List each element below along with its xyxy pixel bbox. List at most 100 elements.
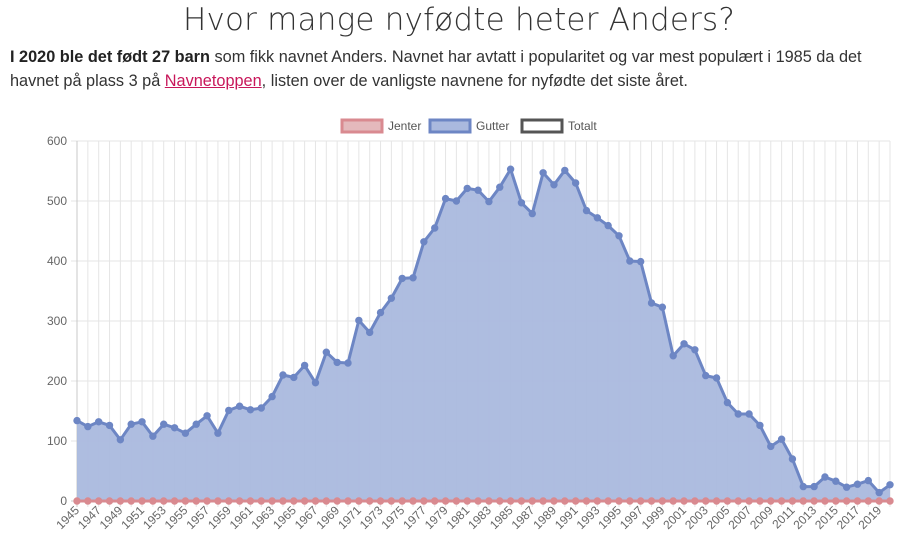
chart-areas — [76, 167, 891, 503]
point-gutter — [463, 184, 471, 193]
point-gutter — [615, 232, 623, 240]
point-jenter — [94, 497, 103, 505]
x-tick-label: 1989 — [530, 503, 559, 532]
point-jenter — [702, 497, 710, 505]
point-gutter — [702, 371, 710, 380]
point-jenter — [116, 497, 125, 505]
point-gutter — [73, 416, 81, 425]
point-jenter — [561, 497, 569, 505]
x-tick-label: 2019 — [855, 503, 884, 532]
point-jenter — [712, 497, 721, 505]
point-jenter — [452, 497, 461, 505]
point-gutter — [788, 455, 797, 463]
point-gutter — [127, 420, 135, 428]
point-jenter — [235, 497, 244, 505]
intro-text-1: som fikk navnet Anders. Navnet har avtat… — [10, 48, 862, 90]
point-gutter — [409, 274, 417, 282]
x-tick-label: 1983 — [465, 503, 494, 532]
point-gutter — [539, 169, 547, 177]
point-gutter — [550, 181, 558, 189]
point-jenter — [355, 497, 363, 505]
point-jenter — [127, 497, 135, 505]
line-gutter — [76, 167, 891, 495]
x-tick-label: 1993 — [574, 503, 603, 532]
x-tick-label: 1985 — [487, 503, 516, 532]
x-tick-label: 1945 — [53, 503, 82, 532]
point-gutter — [344, 359, 352, 367]
point-jenter — [582, 497, 591, 505]
point-gutter — [886, 481, 894, 489]
point-gutter — [756, 421, 764, 430]
point-gutter — [604, 221, 612, 230]
legend-totalt[interactable]: Totalt — [520, 118, 597, 134]
point-jenter — [658, 497, 667, 505]
point-jenter — [160, 497, 168, 505]
point-jenter — [214, 497, 222, 505]
point-gutter — [647, 299, 656, 307]
point-jenter — [593, 497, 602, 505]
x-tick-label: 1957 — [183, 503, 212, 532]
legend-jenter[interactable]: Jenter — [340, 118, 421, 134]
x-tick-label: 1979 — [422, 503, 451, 532]
point-jenter — [636, 497, 645, 505]
point-gutter — [225, 406, 233, 415]
x-tick-label: 1981 — [444, 503, 473, 532]
navnetoppen-link[interactable]: Navnetoppen — [164, 72, 262, 90]
point-jenter — [376, 497, 385, 505]
point-gutter — [257, 404, 265, 412]
legend-gutter[interactable]: Gutter — [428, 118, 509, 134]
x-tick-label: 2001 — [660, 503, 689, 532]
point-gutter — [691, 346, 699, 354]
point-jenter — [170, 497, 179, 505]
point-jenter — [409, 497, 417, 505]
point-gutter — [181, 429, 190, 437]
x-tick-label: 1973 — [357, 503, 386, 532]
point-gutter — [235, 402, 244, 410]
point-gutter — [300, 361, 309, 370]
point-gutter — [192, 420, 200, 428]
x-tick-label: 1997 — [617, 503, 646, 532]
point-gutter — [105, 421, 114, 430]
x-tick-label: 1955 — [162, 503, 191, 532]
point-gutter — [138, 418, 146, 426]
point-jenter — [680, 497, 688, 505]
x-tick-label: 1951 — [118, 503, 147, 532]
x-tick-label: 2009 — [747, 503, 776, 532]
legend-jenter-label: Jenter — [388, 119, 421, 133]
point-jenter — [257, 497, 265, 505]
point-gutter — [246, 406, 255, 414]
point-gutter — [420, 238, 428, 246]
point-jenter — [192, 497, 200, 505]
point-gutter — [767, 442, 775, 451]
point-gutter — [658, 303, 667, 311]
point-gutter — [214, 429, 222, 437]
point-gutter — [561, 166, 569, 175]
point-jenter — [225, 497, 233, 505]
y-tick-label: 200 — [47, 374, 67, 388]
point-gutter — [636, 257, 645, 266]
point-jenter — [398, 497, 406, 505]
point-jenter — [344, 497, 352, 505]
point-gutter — [853, 480, 862, 488]
point-jenter — [832, 497, 840, 505]
point-jenter — [322, 497, 331, 505]
x-tick-label: 1987 — [509, 503, 538, 532]
point-jenter — [290, 497, 298, 505]
point-gutter — [842, 483, 851, 491]
point-gutter — [821, 473, 829, 481]
y-tick-label: 300 — [47, 314, 67, 328]
x-tick-label: 1991 — [552, 503, 581, 532]
y-tick-label: 100 — [47, 434, 67, 448]
point-jenter — [539, 497, 547, 505]
point-gutter — [333, 358, 341, 367]
x-tick-label: 1949 — [97, 503, 126, 532]
point-jenter — [496, 497, 504, 505]
chart-points — [73, 165, 894, 505]
point-jenter — [810, 497, 818, 505]
x-tick-label: 2013 — [790, 503, 819, 532]
point-gutter — [582, 206, 591, 215]
point-jenter — [842, 497, 851, 505]
point-jenter — [485, 497, 493, 505]
point-jenter — [73, 497, 81, 505]
point-gutter — [290, 373, 298, 382]
